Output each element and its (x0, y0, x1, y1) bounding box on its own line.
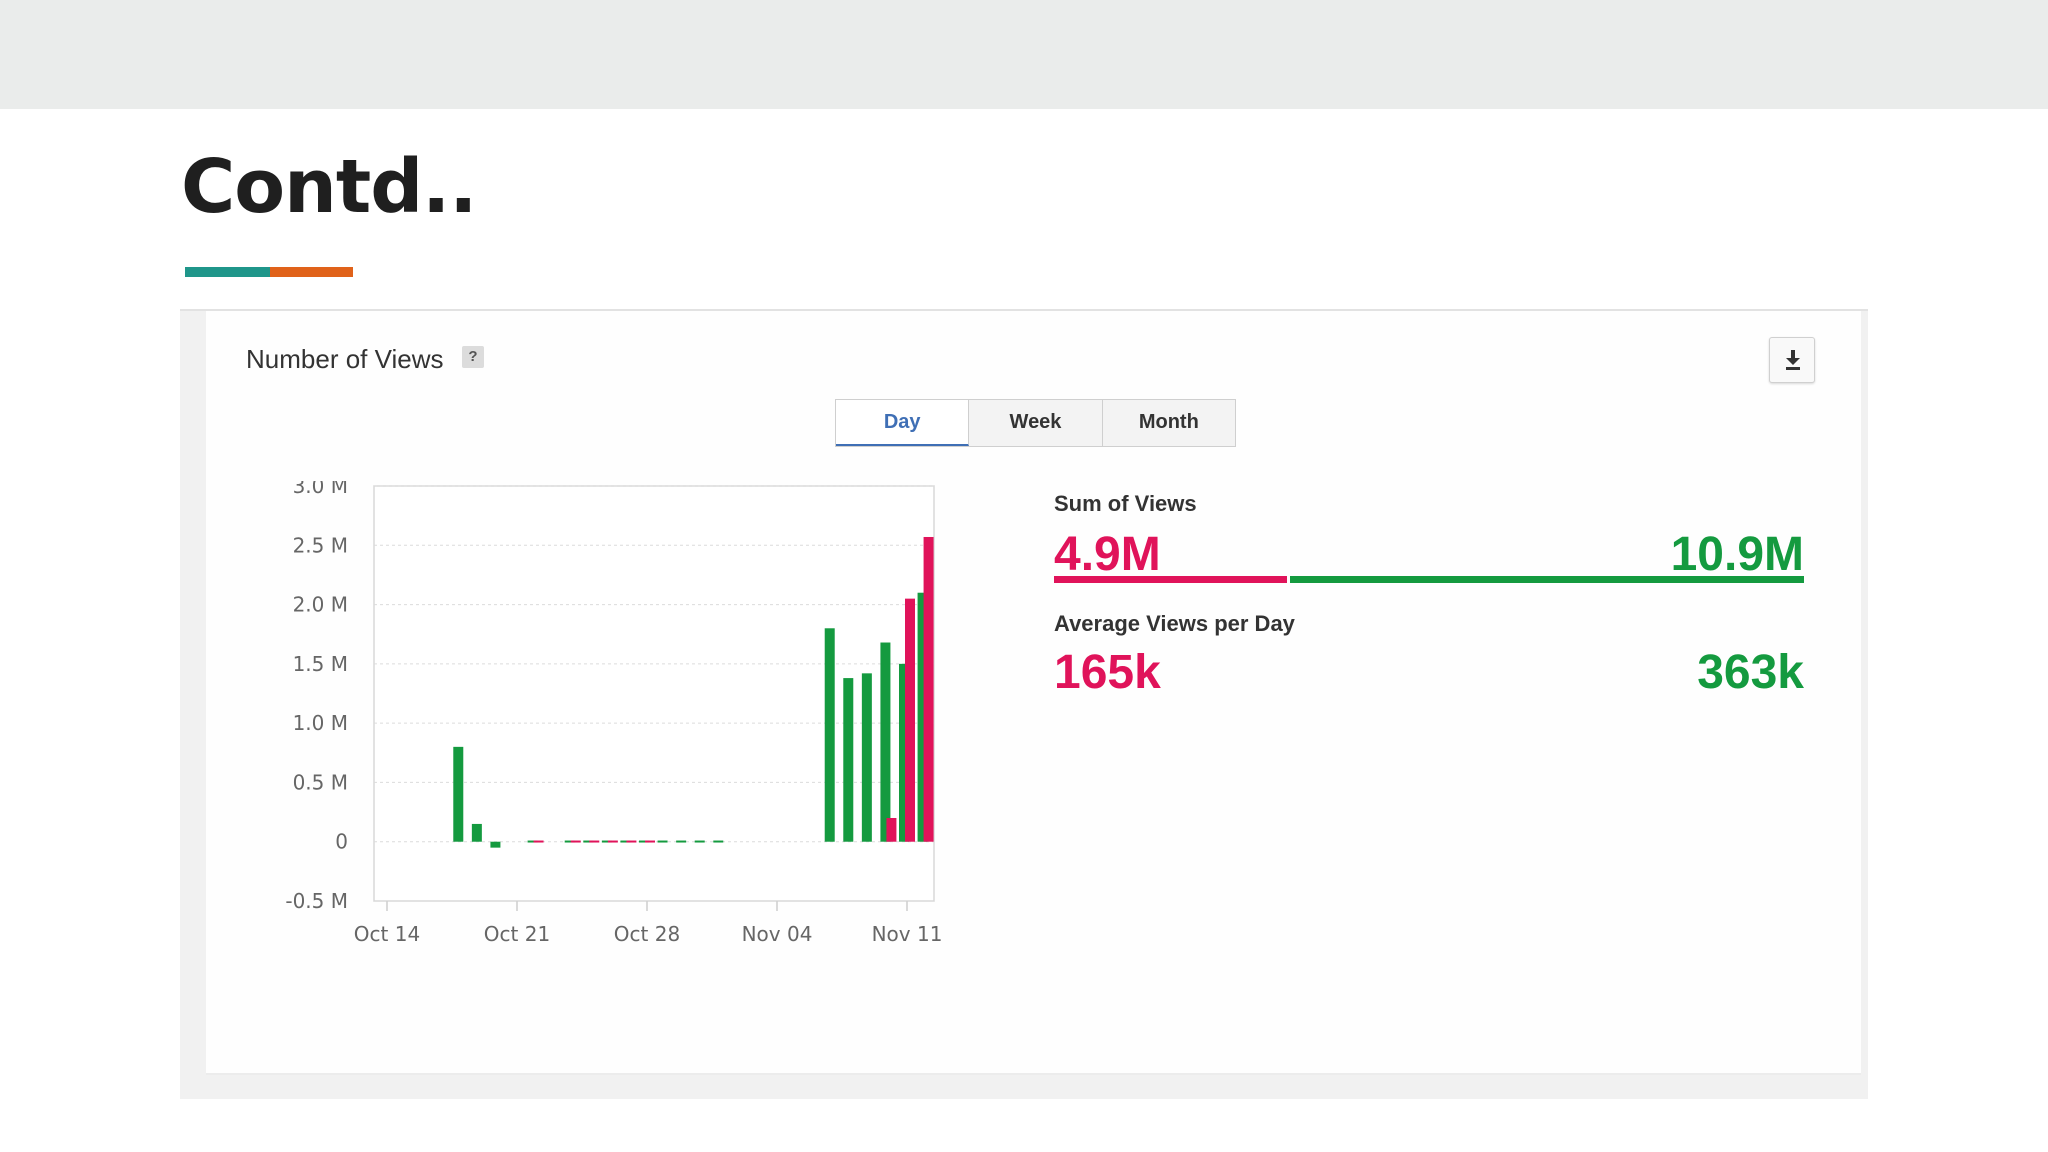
bar (607, 840, 618, 843)
sum-right-value: 10.9M (1670, 528, 1804, 581)
bar (453, 746, 464, 842)
tab-week[interactable]: Week (969, 400, 1103, 446)
panel-title: Number of Views (246, 344, 444, 374)
slide-title: Contd.. (181, 144, 477, 230)
period-tabs: Day Week Month (835, 399, 1236, 447)
sum-compare-bar (1054, 576, 1804, 583)
bar (713, 840, 724, 843)
bar (676, 840, 687, 843)
x-tick-label: Nov 11 (872, 922, 943, 946)
tab-day[interactable]: Day (836, 400, 970, 446)
bar (694, 840, 705, 843)
avg-label: Average Views per Day (1054, 611, 1295, 636)
bar (905, 598, 915, 842)
bar (843, 678, 854, 842)
bar (923, 536, 934, 842)
x-tick-label: Nov 04 (742, 922, 813, 946)
sum-label: Sum of Views (1054, 491, 1197, 516)
bar (570, 840, 581, 843)
x-tick-label: Oct 28 (614, 922, 680, 946)
y-tick-label: 3.0 M (293, 481, 348, 498)
y-tick-label: 1.5 M (293, 652, 348, 676)
sum-right-share (1290, 576, 1804, 583)
y-tick-label: 2.5 M (293, 533, 348, 557)
y-tick-label: 0.5 M (293, 770, 348, 794)
bar (533, 840, 544, 843)
bar (917, 592, 928, 842)
plot-area (373, 485, 935, 902)
avg-left-value: 165k (1054, 646, 1161, 699)
download-button[interactable] (1769, 337, 1815, 383)
sum-left-value: 4.9M (1054, 528, 1161, 581)
bar (645, 840, 655, 843)
tab-month[interactable]: Month (1138, 411, 1199, 433)
bar (471, 823, 482, 842)
bar (620, 840, 631, 843)
sum-left-share (1054, 576, 1287, 583)
top-band (0, 0, 2048, 109)
bar (886, 818, 897, 842)
x-tick-label: Oct 14 (354, 922, 420, 946)
title-underline (185, 267, 353, 277)
bar (899, 663, 909, 842)
x-tick-label: Oct 21 (484, 922, 550, 946)
bar (589, 840, 600, 843)
bar (583, 840, 594, 843)
y-tick-label: 1.0 M (293, 711, 348, 735)
bar (824, 628, 835, 842)
bar (880, 642, 891, 842)
bar (564, 840, 575, 843)
bar (490, 841, 501, 848)
bar (657, 840, 668, 843)
y-tick-label: 2.0 M (293, 593, 348, 617)
bar (639, 840, 649, 843)
download-icon (1786, 350, 1800, 370)
help-icon[interactable]: ? (462, 346, 484, 368)
views-panel: Number of Views ? Day Week Month 3.0 M 2.… (206, 311, 1861, 1075)
bar (601, 840, 612, 843)
bar (527, 840, 538, 843)
y-tick-label: -0.5 M (285, 889, 348, 913)
avg-right-value: 363k (1697, 646, 1804, 699)
bar (861, 673, 872, 842)
y-tick-label: 0 (335, 830, 348, 854)
bar (626, 840, 637, 843)
views-bar-chart: 3.0 M2.5 M2.0 M1.5 M1.0 M0.5 M0-0.5 MOct… (285, 481, 943, 946)
underline-teal-segment (185, 267, 270, 277)
underline-orange-segment (270, 267, 353, 277)
